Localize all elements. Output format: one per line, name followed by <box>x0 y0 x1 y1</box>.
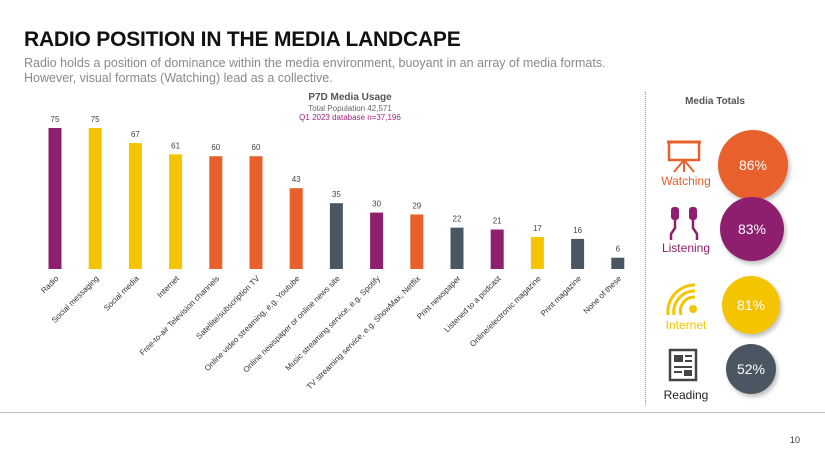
category-label: Social media <box>102 274 141 313</box>
data-label: 22 <box>453 215 462 224</box>
bar <box>571 238 585 269</box>
total-value: 83% <box>720 197 784 261</box>
data-label: 43 <box>292 175 301 184</box>
page-title: RADIO POSITION IN THE MEDIA LANDCAPE <box>24 28 461 51</box>
data-label: 21 <box>493 217 502 226</box>
bar <box>249 156 263 269</box>
bar <box>490 229 504 269</box>
category-label: Print magazine <box>539 274 583 318</box>
data-label: 17 <box>533 224 542 233</box>
bar <box>209 156 223 269</box>
data-label: 6 <box>616 245 621 254</box>
category-label: None of these <box>582 274 624 316</box>
page-number: 10 <box>790 435 801 445</box>
total-listening: Listening 83% <box>648 197 818 275</box>
total-reading: Reading 52% <box>648 344 818 418</box>
bar <box>450 227 464 269</box>
projector-screen-icon <box>667 140 701 173</box>
bar <box>289 188 303 269</box>
chart-title: P7D Media Usage <box>308 92 392 103</box>
total-label: Internet <box>665 318 707 332</box>
page-subtitle: Radio holds a position of dominance with… <box>24 56 606 85</box>
data-label: 61 <box>171 141 180 150</box>
total-value: 86% <box>718 130 788 200</box>
total-watching: Watching 86% <box>648 130 818 208</box>
category-label: Free-to-air Television channels <box>138 274 221 357</box>
data-label: 60 <box>252 143 261 152</box>
category-label: Internet <box>155 274 181 300</box>
chart-database: Q1 2023 database n=37,196 <box>299 113 401 122</box>
data-label: 16 <box>573 226 582 235</box>
footer-divider <box>0 412 825 413</box>
total-label: Watching <box>661 174 711 188</box>
total-label: Listening <box>661 241 711 255</box>
bar <box>88 128 102 269</box>
total-value: 81% <box>722 276 780 334</box>
bar <box>48 128 62 269</box>
category-label: Radio <box>39 274 61 296</box>
data-label: 75 <box>51 115 60 124</box>
bar <box>370 212 384 269</box>
bar <box>329 203 343 269</box>
chart-header: P7D Media Usage Total Population 42,571 … <box>270 92 430 122</box>
data-label: 35 <box>332 190 341 199</box>
bar <box>611 257 625 269</box>
bar <box>128 143 142 269</box>
total-label: Reading <box>663 388 709 402</box>
data-label: 67 <box>131 130 140 139</box>
data-label: 30 <box>372 200 381 209</box>
total-value: 52% <box>726 344 776 394</box>
data-label: 75 <box>91 115 100 124</box>
data-label: 29 <box>412 201 421 210</box>
bar <box>530 237 544 269</box>
earphones-icon <box>669 207 699 240</box>
chart-population: Total Population 42,571 <box>308 104 392 113</box>
wifi-icon <box>666 283 697 316</box>
newspaper-icon <box>668 348 698 382</box>
bar <box>169 154 183 269</box>
category-label: Online/electronic magazine <box>468 274 543 349</box>
divider <box>645 92 646 405</box>
totals-title: Media Totals <box>685 96 745 107</box>
data-label: 60 <box>211 143 220 152</box>
bar <box>410 214 424 269</box>
total-internet: Internet 81% <box>648 276 818 352</box>
